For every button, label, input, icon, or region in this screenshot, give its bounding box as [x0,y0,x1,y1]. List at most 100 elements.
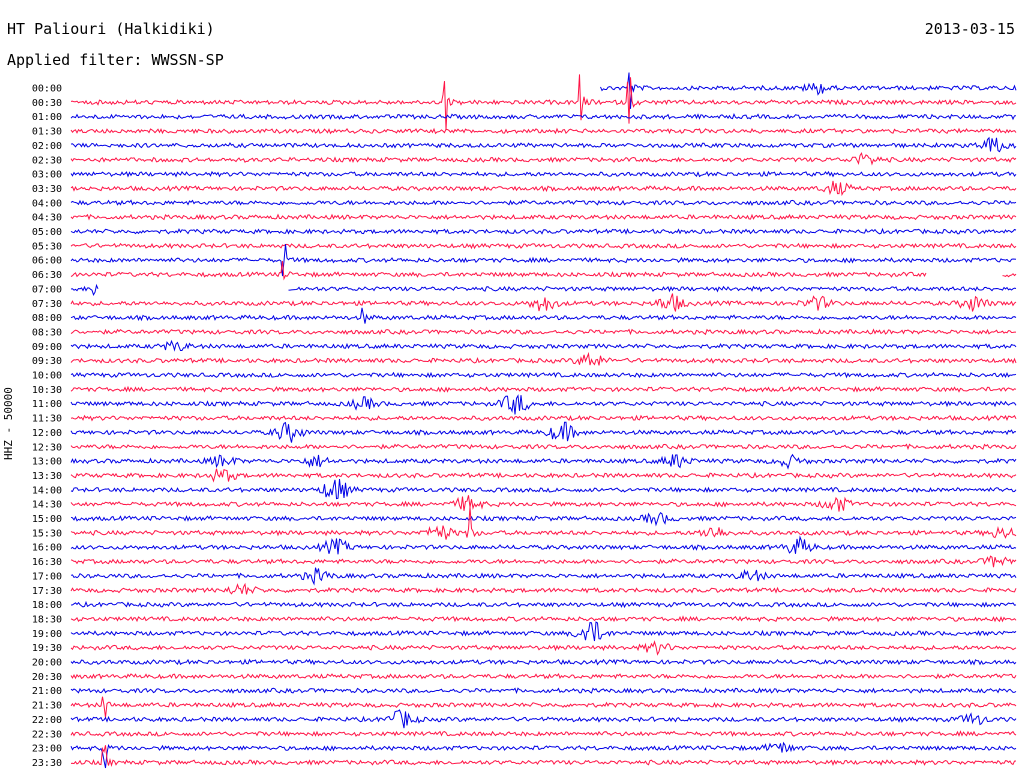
trace-1900 [70,621,1017,642]
row-label-0430: 04:30 [32,213,62,224]
row-label-0400: 04:00 [32,198,62,209]
trace-2200 [70,709,1017,729]
trace-2330 [70,745,1017,767]
row-label-0730: 07:30 [32,299,62,310]
trace-1430 [70,495,1017,512]
row-label-0230: 02:30 [32,155,62,166]
trace-1330 [70,468,1017,483]
trace-1730 [70,582,1017,595]
row-label-1030: 10:30 [32,385,62,396]
row-label-1800: 18:00 [32,600,62,611]
trace-1530 [70,506,1017,540]
row-label-0000: 00:00 [32,84,62,95]
trace-1800 [70,600,1017,609]
row-label-0600: 06:00 [32,256,62,267]
row-label-2030: 20:30 [32,672,62,683]
row-label-1100: 11:00 [32,399,62,410]
row-label-2230: 22:30 [32,729,62,740]
row-label-1300: 13:00 [32,457,62,468]
row-label-0800: 08:00 [32,313,62,324]
row-label-0100: 01:00 [32,112,62,123]
row-label-2130: 21:30 [32,701,62,712]
trace-0000 [600,72,1017,109]
row-label-0300: 03:00 [32,170,62,181]
row-label-1500: 15:00 [32,514,62,525]
trace-lines [70,72,1017,769]
row-label-0030: 00:30 [32,98,62,109]
row-label-0200: 02:00 [32,141,62,152]
trace-1030 [70,385,1017,393]
row-label-2330: 23:30 [32,758,62,769]
row-label-1230: 12:30 [32,442,62,453]
station-title: HT Paliouri (Halkidiki) [7,20,215,38]
trace-1930 [70,640,1017,656]
trace-2100 [70,687,1017,695]
date-label: 2013-03-15 [924,20,1015,38]
trace-1100 [70,394,1017,415]
row-label-2000: 20:00 [32,658,62,669]
trace-2130 [70,696,1017,718]
trace-0700 [70,283,1017,297]
row-label-1630: 16:30 [32,557,62,568]
trace-1200 [70,421,1017,443]
trace-1230 [70,443,1017,451]
trace-0200 [70,136,1017,153]
trace-0930 [70,351,1017,366]
trace-0030 [70,74,1017,131]
filter-label: Applied filter: WWSSN-SP [7,51,224,69]
trace-0830 [70,328,1016,336]
row-label-0500: 05:00 [32,227,62,238]
row-label-1930: 19:30 [32,643,62,654]
row-label-2100: 21:00 [32,686,62,697]
row-label-1600: 16:00 [32,543,62,554]
trace-0300 [70,170,1017,178]
row-label-1830: 18:30 [32,614,62,625]
trace-2000 [70,658,1017,666]
trace-2030 [70,673,1017,680]
row-label-1900: 19:00 [32,629,62,640]
row-label-0530: 05:30 [32,241,62,252]
row-label-1400: 14:00 [32,485,62,496]
trace-2230 [70,730,1017,738]
row-label-1700: 17:00 [32,571,62,582]
trace-1400 [70,479,1017,500]
trace-1000 [70,371,1017,379]
trace-2300 [70,741,1017,769]
row-label-0930: 09:30 [32,356,62,367]
row-label-1330: 13:30 [32,471,62,482]
row-label-0630: 06:30 [32,270,62,281]
trace-0230 [70,151,1017,166]
trace-0330 [70,180,1017,197]
row-label-1000: 10:00 [32,371,62,382]
trace-0430 [70,213,1017,221]
trace-0900 [70,339,1017,352]
row-labels: 00:00 00:30 01:00 01:30 02:00 02:30 03:00 03:30… [32,84,62,769]
trace-0100 [70,113,1017,121]
trace-0130 [70,127,1017,135]
row-label-0330: 03:30 [32,184,62,195]
row-label-1430: 14:30 [32,500,62,511]
trace-0800 [70,307,1017,324]
trace-1130 [70,414,1017,422]
trace-0730 [70,293,1017,312]
row-label-1200: 12:00 [32,428,62,439]
row-label-2300: 23:00 [32,744,62,755]
trace-1630 [70,555,1017,568]
row-label-1530: 15:30 [32,528,62,539]
row-label-0700: 07:00 [32,284,62,295]
trace-1830 [70,615,1017,623]
row-label-0830: 08:30 [32,327,62,338]
trace-0400 [70,199,1017,206]
row-label-1730: 17:30 [32,586,62,597]
row-label-2200: 22:00 [32,715,62,726]
trace-0630 [70,260,1017,281]
row-label-1130: 11:30 [32,414,62,425]
row-label-0900: 09:00 [32,342,62,353]
row-label-0130: 01:30 [32,127,62,138]
trace-1500 [70,511,1017,527]
trace-1700 [70,567,1017,586]
trace-0500 [70,227,1017,235]
trace-1600 [70,535,1017,555]
trace-1300 [70,453,1017,470]
